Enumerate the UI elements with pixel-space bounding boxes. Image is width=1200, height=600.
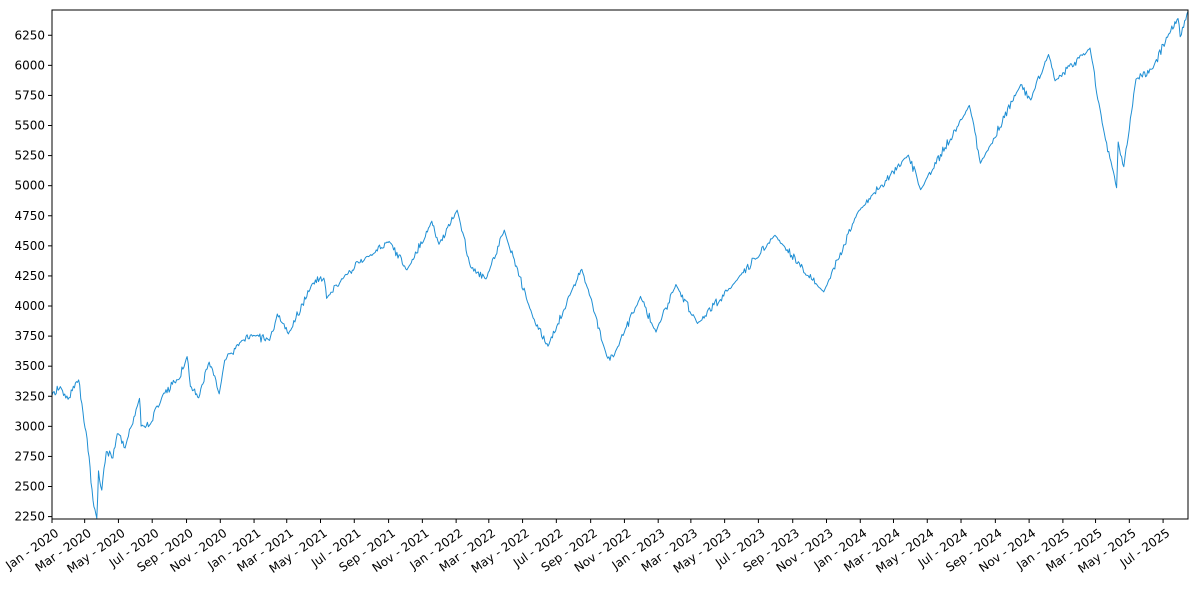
y-tick-label: 6000 (14, 58, 45, 72)
y-tick-label: 3250 (14, 389, 45, 403)
price-line (51, 11, 1189, 519)
y-tick-label: 4500 (14, 239, 45, 253)
y-tick-label: 2750 (14, 449, 45, 463)
y-tick-label: 3750 (14, 329, 45, 343)
y-tick-label: 2250 (14, 510, 45, 524)
y-tick-label: 5500 (14, 119, 45, 133)
y-tick-label: 6250 (14, 28, 45, 42)
y-tick-label: 5000 (14, 179, 45, 193)
y-tick-label: 5750 (14, 88, 45, 102)
y-tick-label: 4250 (14, 269, 45, 283)
y-tick-label: 4000 (14, 299, 45, 313)
y-tick-label: 2500 (14, 480, 45, 494)
y-tick-label: 5250 (14, 149, 45, 163)
plot-background (52, 10, 1188, 519)
y-tick-label: 3000 (14, 419, 45, 433)
y-tick-label: 4750 (14, 209, 45, 223)
plot-frame (51, 9, 1189, 520)
y-tick-label: 3500 (14, 359, 45, 373)
y-axis: 2250 2500 2750 3000 3250 3500 3750 4000 4250 4500… (14, 28, 52, 524)
